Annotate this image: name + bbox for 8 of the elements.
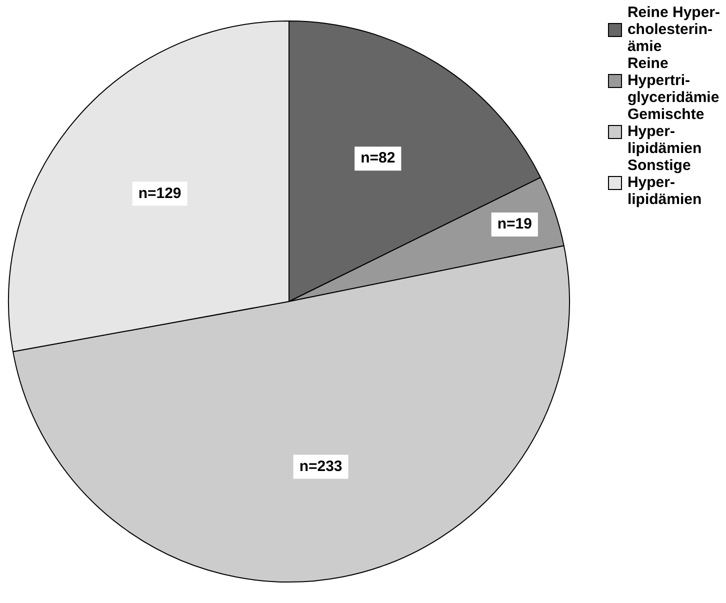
data-label: n=19	[497, 216, 532, 233]
data-label: n=129	[138, 184, 182, 202]
data-label: n=82	[360, 150, 396, 167]
legend-label: Reine Hyper- cholesterin- ämie	[627, 4, 720, 55]
legend-label: Sonstige Hyper- lipidämien	[627, 157, 702, 208]
legend-label: Reine Hypertri- glyceridämie	[627, 55, 720, 106]
data-label: n=233	[299, 458, 342, 475]
legend-label: Gemischte Hyper- lipidämien	[627, 106, 704, 157]
